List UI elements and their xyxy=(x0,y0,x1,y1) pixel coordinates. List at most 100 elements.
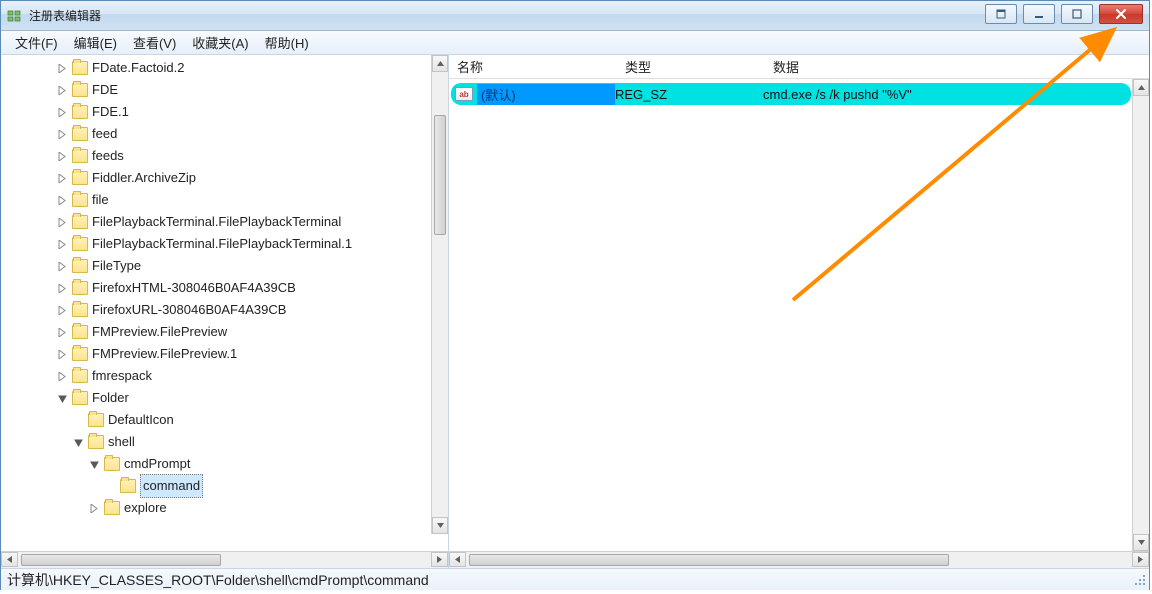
scroll-right-button[interactable] xyxy=(1132,552,1149,567)
menu-view[interactable]: 查看(V) xyxy=(125,31,184,54)
values-horizontal-scrollbar[interactable] xyxy=(449,551,1149,568)
expand-icon[interactable] xyxy=(57,349,68,360)
client-area: FDate.Factoid.2FDEFDE.1feedfeedsFiddler.… xyxy=(1,55,1149,568)
expand-icon[interactable] xyxy=(57,85,68,96)
registry-editor-window: 注册表编辑器 文件(F) 编辑(E) 查看(V) 收藏夹(A) 帮助(H) FD… xyxy=(0,0,1150,590)
tree-node[interactable]: cmdPrompt xyxy=(1,453,448,475)
expand-icon[interactable] xyxy=(57,63,68,74)
scroll-thumb[interactable] xyxy=(434,115,446,235)
collapse-icon[interactable] xyxy=(73,437,84,448)
tree-node[interactable]: FilePlaybackTerminal.FilePlaybackTermina… xyxy=(1,233,448,255)
scroll-up-button[interactable] xyxy=(432,55,448,72)
tree-node-label: shell xyxy=(108,431,135,453)
folder-icon xyxy=(72,127,88,141)
tree-node[interactable]: DefaultIcon xyxy=(1,409,448,431)
folder-icon xyxy=(72,149,88,163)
expand-icon[interactable] xyxy=(57,239,68,250)
tree-node[interactable]: shell xyxy=(1,431,448,453)
tree-spacer xyxy=(73,415,84,426)
expand-icon[interactable] xyxy=(57,305,68,316)
expand-icon[interactable] xyxy=(57,371,68,382)
tree-node-label: fmrespack xyxy=(92,365,152,387)
folder-icon xyxy=(72,259,88,273)
value-row[interactable]: ab(默认)REG_SZcmd.exe /s /k pushd "%V" xyxy=(451,83,1131,105)
string-value-icon: ab xyxy=(455,87,473,101)
menu-help[interactable]: 帮助(H) xyxy=(257,31,317,54)
scroll-left-button[interactable] xyxy=(449,552,466,567)
menu-favorites[interactable]: 收藏夹(A) xyxy=(184,31,256,54)
values-list[interactable]: ab(默认)REG_SZcmd.exe /s /k pushd "%V" xyxy=(449,79,1149,551)
scroll-right-button[interactable] xyxy=(431,552,448,567)
expand-icon[interactable] xyxy=(57,173,68,184)
scroll-thumb[interactable] xyxy=(469,554,949,566)
folder-icon xyxy=(72,347,88,361)
tree-node[interactable]: feeds xyxy=(1,145,448,167)
collapse-icon[interactable] xyxy=(89,459,100,470)
tree-node[interactable]: file xyxy=(1,189,448,211)
folder-icon xyxy=(72,281,88,295)
menubar: 文件(F) 编辑(E) 查看(V) 收藏夹(A) 帮助(H) xyxy=(1,31,1149,55)
tree-node[interactable]: FDate.Factoid.2 xyxy=(1,57,448,79)
expand-icon[interactable] xyxy=(57,151,68,162)
tree-node[interactable]: FirefoxURL-308046B0AF4A39CB xyxy=(1,299,448,321)
tree-node-label: FilePlaybackTerminal.FilePlaybackTermina… xyxy=(92,211,341,233)
tree-node[interactable]: FilePlaybackTerminal.FilePlaybackTermina… xyxy=(1,211,448,233)
expand-icon[interactable] xyxy=(57,107,68,118)
tree-node-label: FDE.1 xyxy=(92,101,129,123)
menu-file[interactable]: 文件(F) xyxy=(7,31,66,54)
tree-vertical-scrollbar[interactable] xyxy=(431,55,448,534)
column-headers[interactable]: 名称 类型 数据 xyxy=(449,55,1149,79)
folder-icon xyxy=(104,457,120,471)
tree-node[interactable]: command xyxy=(1,475,448,497)
maximize-button[interactable] xyxy=(1061,4,1093,24)
tree-node[interactable]: feed xyxy=(1,123,448,145)
expand-icon[interactable] xyxy=(57,327,68,338)
resize-grip[interactable] xyxy=(1133,573,1147,587)
folder-icon xyxy=(72,193,88,207)
tree-node[interactable]: FDE xyxy=(1,79,448,101)
app-icon xyxy=(7,8,23,24)
tree-node[interactable]: fmrespack xyxy=(1,365,448,387)
statusbar: 计算机\HKEY_CLASSES_ROOT\Folder\shell\cmdPr… xyxy=(1,568,1149,590)
expand-icon[interactable] xyxy=(57,261,68,272)
folder-icon xyxy=(72,303,88,317)
scroll-up-button[interactable] xyxy=(1133,79,1149,96)
column-name[interactable]: 名称 xyxy=(449,57,617,76)
scroll-left-button[interactable] xyxy=(1,552,18,567)
tree-node-label: file xyxy=(92,189,109,211)
collapse-icon[interactable] xyxy=(57,393,68,404)
expand-icon[interactable] xyxy=(57,195,68,206)
scroll-thumb[interactable] xyxy=(21,554,221,566)
expand-icon[interactable] xyxy=(57,129,68,140)
column-data[interactable]: 数据 xyxy=(765,57,1149,76)
folder-icon xyxy=(72,237,88,251)
titlebar[interactable]: 注册表编辑器 xyxy=(1,1,1149,31)
expand-icon[interactable] xyxy=(89,503,100,514)
registry-tree[interactable]: FDate.Factoid.2FDEFDE.1feedfeedsFiddler.… xyxy=(1,57,448,519)
tree-node-label: explore xyxy=(124,497,167,519)
tree-node[interactable]: FileType xyxy=(1,255,448,277)
help-button[interactable] xyxy=(985,4,1017,24)
tree-node-label: Folder xyxy=(92,387,129,409)
tree-node[interactable]: FirefoxHTML-308046B0AF4A39CB xyxy=(1,277,448,299)
folder-icon xyxy=(72,83,88,97)
tree-node[interactable]: Folder xyxy=(1,387,448,409)
menu-edit[interactable]: 编辑(E) xyxy=(66,31,125,54)
folder-icon xyxy=(72,105,88,119)
tree-node[interactable]: FDE.1 xyxy=(1,101,448,123)
scroll-down-button[interactable] xyxy=(432,517,448,534)
expand-icon[interactable] xyxy=(57,283,68,294)
expand-icon[interactable] xyxy=(57,217,68,228)
values-vertical-scrollbar[interactable] xyxy=(1132,79,1149,551)
tree-node-label: FDE xyxy=(92,79,118,101)
tree-node[interactable]: explore xyxy=(1,497,448,519)
column-type[interactable]: 类型 xyxy=(617,57,765,76)
tree-horizontal-scrollbar[interactable] xyxy=(1,551,448,568)
tree-node[interactable]: FMPreview.FilePreview.1 xyxy=(1,343,448,365)
tree-node-label: command xyxy=(140,474,203,498)
scroll-down-button[interactable] xyxy=(1133,534,1149,551)
close-button[interactable] xyxy=(1099,4,1143,24)
tree-node[interactable]: Fiddler.ArchiveZip xyxy=(1,167,448,189)
minimize-button[interactable] xyxy=(1023,4,1055,24)
tree-node[interactable]: FMPreview.FilePreview xyxy=(1,321,448,343)
